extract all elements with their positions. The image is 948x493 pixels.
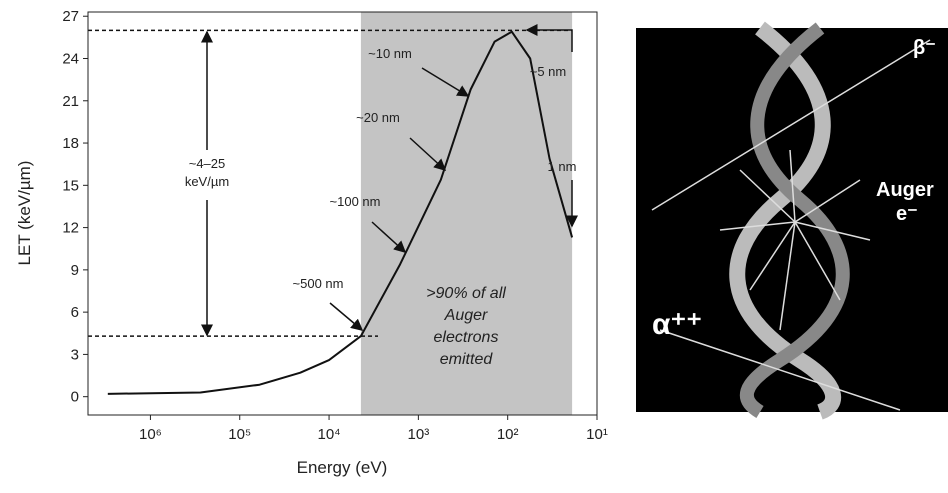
x-axis-label: Energy (eV) [297,458,388,477]
image-label: Auger [876,179,934,201]
arrows [201,24,578,337]
tracks [651,39,931,411]
annotation: emitted [440,351,494,368]
y-tick-label: 21 [62,93,79,110]
x-tick-label: 10¹ [586,426,608,443]
annotation: ~5 nm [530,64,567,79]
y-tick-label: 15 [62,177,79,194]
y-tick-label: 6 [71,304,79,321]
helix-strand [739,22,850,419]
image-label: e⁻ [896,203,918,225]
plot-frame [87,11,598,416]
y-tick-label: 27 [62,8,79,25]
image-label: β⁻ [913,37,936,59]
annotation: electrons [434,329,499,346]
annotation: ~10 nm [368,46,412,61]
y-tick-label: 18 [62,135,79,152]
annotation: >90% of all [426,285,506,302]
x-tick-label: 10² [497,426,519,443]
shaded-text: >90% of all Auger electrons emitted [426,285,506,368]
image-label: α⁺⁺ [652,308,702,341]
x-tick-label: 10⁶ [139,426,162,443]
x-tick-label: 10⁵ [228,426,251,443]
y-tick-label: 12 [62,220,79,237]
y-tick-label: 0 [71,389,79,406]
annotation: ~20 nm [356,110,400,125]
dna-image: β⁻ Auger e⁻ α⁺⁺ [636,21,948,420]
annotation: ~4–25 [189,156,226,171]
y-axis-label: LET (keV/µm) [15,161,34,266]
annotation: ~100 nm [330,194,381,209]
y-tick-label: 9 [71,262,79,279]
shaded-region [360,12,573,415]
annotation: Auger [444,307,488,324]
annotation: keV/µm [185,174,229,189]
x-tick-label: 10⁴ [317,426,340,443]
y-tick-label: 24 [62,51,79,68]
curve [107,30,574,395]
x-tick-label: 10³ [408,426,430,443]
annotation: ~500 nm [293,276,344,291]
annotation: 1 nm [548,159,577,174]
y-tick-label: 3 [71,346,79,363]
